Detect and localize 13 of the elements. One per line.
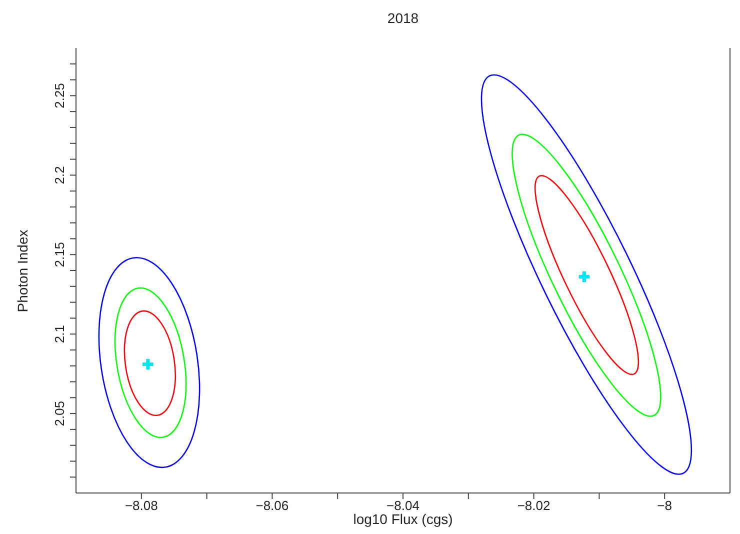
y-tick-label: 2.05 xyxy=(52,400,67,426)
x-tick-label: −8.08 xyxy=(124,498,158,514)
x-tick-label: −8 xyxy=(657,498,672,514)
y-tick-label: 2.25 xyxy=(52,83,67,108)
x-axis-title: log10 Flux (cgs) xyxy=(353,511,453,527)
y-axis-title: Photon Index xyxy=(14,229,30,312)
y-tick-label: 2.1 xyxy=(52,325,67,344)
chart-title: 2018 xyxy=(386,10,420,26)
y-tick-label: 2.15 xyxy=(52,242,67,268)
x-tick-label: −8.02 xyxy=(517,498,550,514)
x-tick-label: −8.06 xyxy=(256,498,289,514)
x-tick-label: −8.04 xyxy=(386,498,420,514)
y-tick-label: 2.2 xyxy=(52,166,67,184)
